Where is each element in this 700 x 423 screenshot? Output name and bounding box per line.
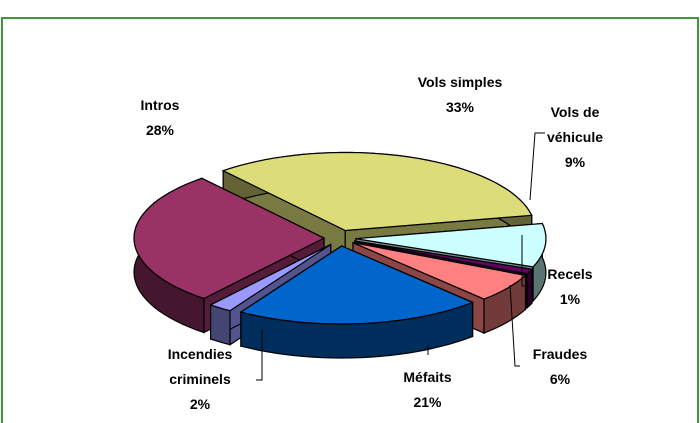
leader-line [521, 235, 530, 287]
slice-value: 6% [549, 371, 571, 387]
slice-label: Intros 28% [125, 93, 195, 143]
slice-value: 2% [189, 396, 211, 412]
slice-name: Vols de véhicule [546, 104, 604, 145]
slice-name: Fraudes [532, 346, 588, 362]
slice [209, 243, 332, 312]
leader-line [256, 330, 263, 381]
leader-line [529, 132, 545, 201]
slice-label: Méfaits 21% [380, 365, 475, 415]
slice [355, 222, 547, 268]
slice [354, 240, 534, 275]
slice-label: Vols de véhicule 9% [525, 100, 625, 175]
slice-value: 21% [413, 394, 442, 410]
slice-label: Fraudes 6% [515, 342, 605, 392]
slice-name: Incendies criminels [167, 346, 233, 387]
slice-label: Incendies criminels 2% [140, 342, 260, 417]
slice [352, 242, 527, 300]
slice [239, 245, 475, 325]
slice-value: 33% [445, 99, 475, 115]
slice-value: 1% [559, 291, 581, 307]
slice [133, 177, 326, 300]
slice-value: 9% [564, 154, 586, 170]
slice-name: Recels [547, 266, 593, 282]
slice-name: Vols simples [417, 74, 503, 90]
slice-name: Intros [140, 97, 180, 113]
slice-label: Vols simples 33% [395, 70, 525, 120]
slice [221, 151, 533, 232]
slice-label: Recels 1% [530, 262, 610, 312]
slice-value: 28% [145, 122, 175, 138]
leader-line [509, 284, 520, 367]
slice-name: Méfaits [403, 369, 452, 385]
frame-border [1, 17, 699, 423]
slice-side [210, 304, 231, 346]
